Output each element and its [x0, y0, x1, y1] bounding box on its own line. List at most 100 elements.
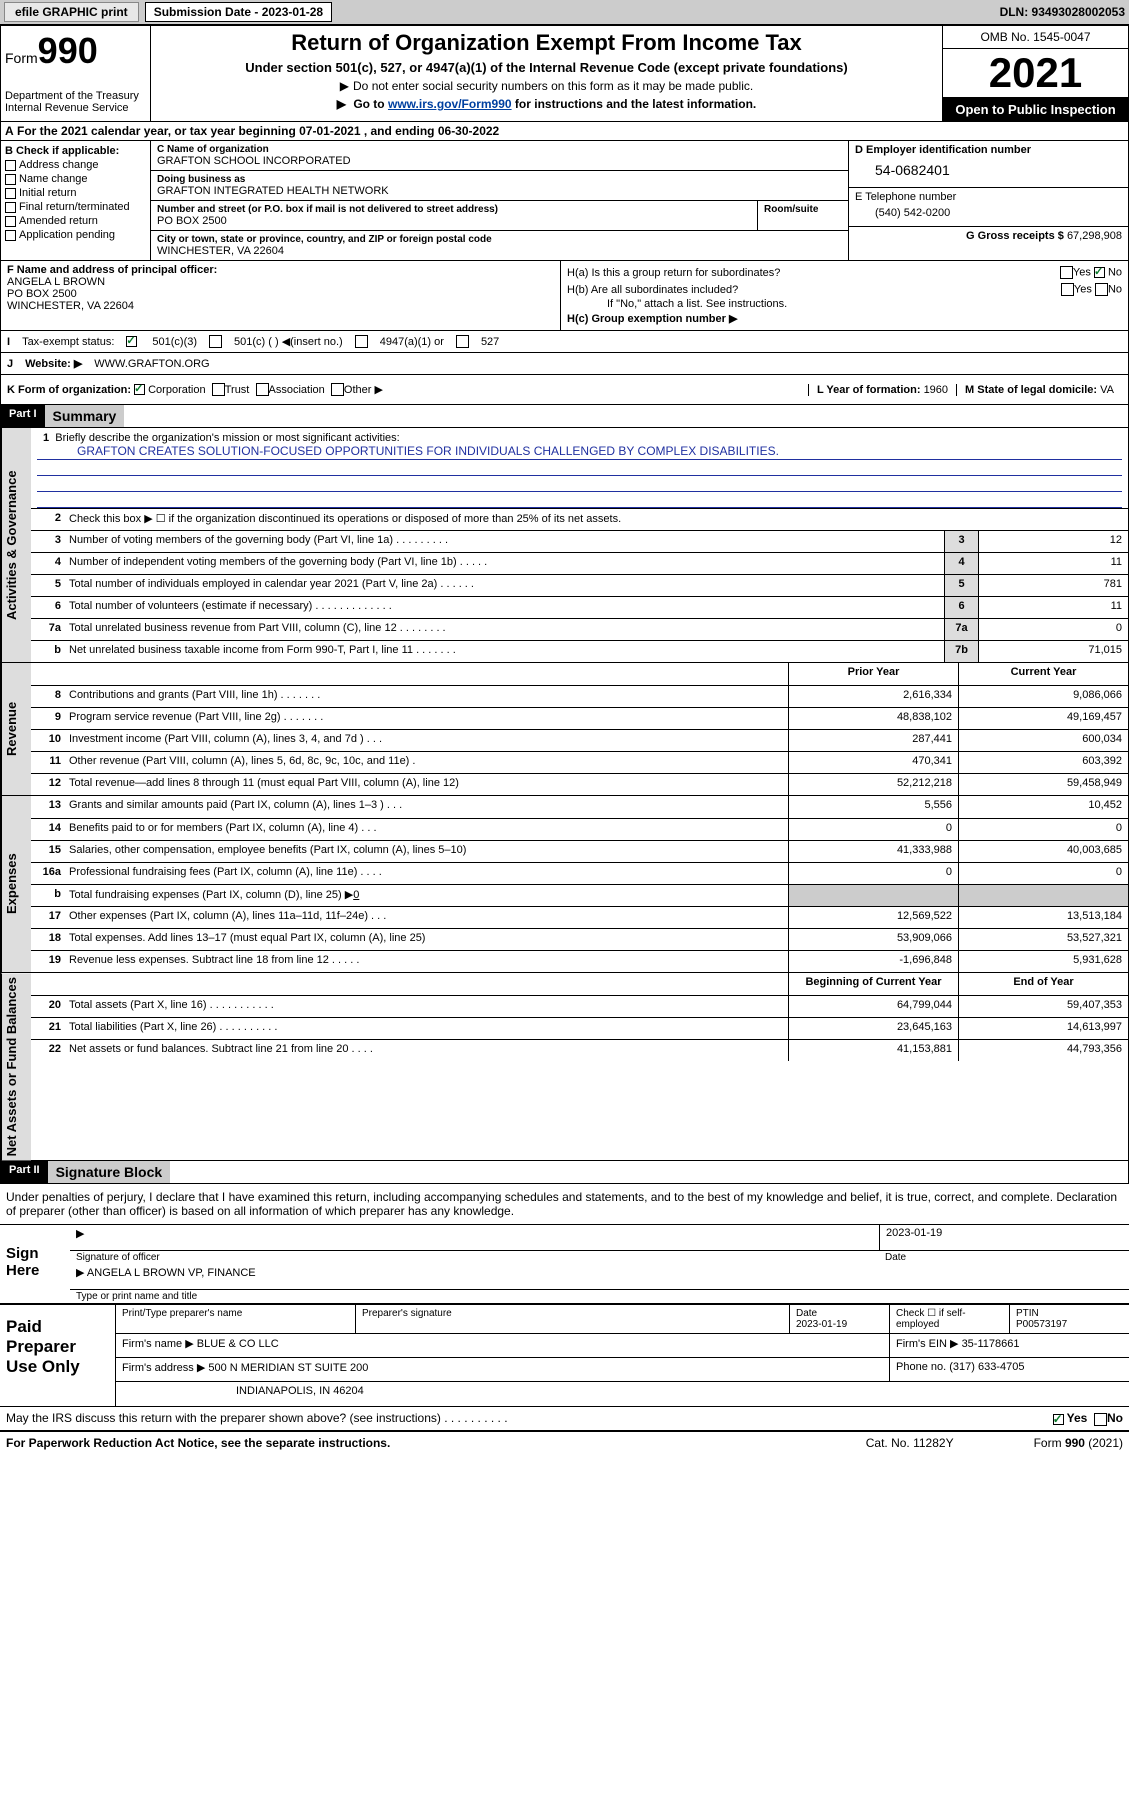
- line12: Total revenue—add lines 8 through 11 (mu…: [65, 774, 788, 795]
- firm-addr: 500 N MERIDIAN ST SUITE 200: [208, 1362, 368, 1374]
- line10: Investment income (Part VIII, column (A)…: [65, 730, 788, 751]
- chk-assoc[interactable]: [256, 383, 269, 396]
- form-subtitle: Under section 501(c), 527, or 4947(a)(1)…: [155, 60, 938, 75]
- chk-4947[interactable]: [355, 335, 368, 348]
- chk-other[interactable]: [331, 383, 344, 396]
- line14: Benefits paid to or for members (Part IX…: [65, 819, 788, 840]
- part1-header: Part I: [1, 405, 45, 427]
- mission-text: GRAFTON CREATES SOLUTION-FOCUSED OPPORTU…: [37, 444, 1122, 460]
- line7b: Net unrelated business taxable income fr…: [65, 641, 944, 662]
- sig-date: 2023-01-19: [879, 1225, 1129, 1250]
- chk-corp[interactable]: [134, 384, 145, 395]
- row-i: ITax-exempt status: 501(c)(3) 501(c) ( )…: [0, 331, 1129, 353]
- part2-title: Signature Block: [48, 1161, 171, 1183]
- firm-addr2: INDIANAPOLIS, IN 46204: [115, 1382, 1129, 1406]
- discuss-yes[interactable]: [1053, 1414, 1064, 1425]
- city-state-zip: WINCHESTER, VA 22604: [157, 245, 842, 257]
- d-label: D Employer identification number: [855, 144, 1122, 156]
- open-public-badge: Open to Public Inspection: [943, 98, 1128, 121]
- b-label: B Check if applicable:: [5, 145, 146, 157]
- website-value: WWW.GRAFTON.ORG: [94, 358, 209, 370]
- addr-label: Number and street (or P.O. box if mail i…: [157, 204, 751, 215]
- prep-h4: Check ☐ if self-employed: [889, 1305, 1009, 1333]
- val7b: 71,015: [978, 641, 1128, 662]
- pra-notice: For Paperwork Reduction Act Notice, see …: [6, 1436, 390, 1450]
- sig-officer-label: Signature of officer: [70, 1251, 879, 1264]
- perjury-declaration: Under penalties of perjury, I declare th…: [0, 1184, 1129, 1224]
- year-formation: 1960: [924, 384, 948, 396]
- discuss-question: May the IRS discuss this return with the…: [6, 1411, 508, 1425]
- line21: Total liabilities (Part X, line 26) . . …: [65, 1018, 788, 1039]
- current-hdr: Current Year: [958, 663, 1128, 685]
- line18: Total expenses. Add lines 13–17 (must eq…: [65, 929, 788, 950]
- gross-receipts: 67,298,908: [1067, 230, 1122, 242]
- link-post: for instructions and the latest informat…: [512, 97, 757, 111]
- chk-name[interactable]: [5, 174, 16, 185]
- link-pre: Go to: [353, 97, 388, 111]
- phone-label: Phone no.: [896, 1361, 946, 1373]
- line3: Number of voting members of the governin…: [65, 531, 944, 552]
- chk-address[interactable]: [5, 160, 16, 171]
- side-expenses: Expenses: [1, 796, 31, 972]
- ein-value: 54-0682401: [855, 156, 1122, 184]
- officer-print-name: ANGELA L BROWN VP, FINANCE: [87, 1267, 256, 1279]
- chk-527[interactable]: [456, 335, 469, 348]
- submission-date: Submission Date - 2023-01-28: [145, 2, 332, 22]
- irs-link[interactable]: www.irs.gov/Form990: [388, 97, 512, 111]
- officer-addr: PO BOX 2500: [7, 288, 554, 300]
- line15: Salaries, other compensation, employee b…: [65, 841, 788, 862]
- activities-governance: Activities & Governance 1 Briefly descri…: [0, 428, 1129, 663]
- row-a-taxyear: A For the 2021 calendar year, or tax yea…: [0, 122, 1129, 141]
- dln: DLN: 93493028002053: [1000, 5, 1125, 19]
- chk-trust[interactable]: [212, 383, 225, 396]
- irs-label: Internal Revenue Service: [5, 102, 146, 114]
- ha-yes[interactable]: [1060, 266, 1073, 279]
- sign-here-block: Sign Here ▶2023-01-19 Signature of offic…: [0, 1224, 1129, 1303]
- row-k: K Form of organization: Corporation Trus…: [0, 375, 1129, 405]
- l-label: L Year of formation:: [817, 384, 921, 396]
- hb-no[interactable]: [1095, 283, 1108, 296]
- line7a: Total unrelated business revenue from Pa…: [65, 619, 944, 640]
- website-label: Website: ▶: [25, 357, 82, 370]
- line5: Total number of individuals employed in …: [65, 575, 944, 596]
- prep-h1: Print/Type preparer's name: [115, 1305, 355, 1333]
- revenue-section: Revenue Prior YearCurrent Year 8Contribu…: [0, 663, 1129, 796]
- hb-yes[interactable]: [1061, 283, 1074, 296]
- firm-name: BLUE & CO LLC: [197, 1338, 279, 1350]
- street-address: PO BOX 2500: [157, 215, 751, 227]
- val5: 781: [978, 575, 1128, 596]
- netassets-section: Net Assets or Fund Balances Beginning of…: [0, 973, 1129, 1161]
- chk-amended[interactable]: [5, 216, 16, 227]
- line16b: Total fundraising expenses (Part IX, col…: [65, 885, 788, 906]
- chk-final[interactable]: [5, 202, 16, 213]
- form-word: Form: [5, 50, 38, 66]
- row-j: JWebsite: ▶ WWW.GRAFTON.ORG: [0, 353, 1129, 375]
- chk-501c3[interactable]: [126, 336, 137, 347]
- ha-no[interactable]: [1094, 267, 1105, 278]
- form-note-ssn: Do not enter social security numbers on …: [155, 79, 938, 93]
- discuss-no[interactable]: [1094, 1413, 1107, 1426]
- efile-button[interactable]: efile GRAPHIC print: [4, 2, 139, 22]
- chk-initial[interactable]: [5, 188, 16, 199]
- irs-discuss-row: May the IRS discuss this return with the…: [0, 1406, 1129, 1429]
- ptin: P00573197: [1016, 1319, 1067, 1330]
- state-domicile: VA: [1100, 384, 1114, 396]
- prep-h3: Date: [796, 1308, 817, 1319]
- omb-number: OMB No. 1545-0047: [943, 26, 1128, 49]
- paid-preparer-label: Paid Preparer Use Only: [0, 1305, 115, 1406]
- c-label: C Name of organization: [157, 144, 842, 155]
- firm-ein-label: Firm's EIN ▶: [896, 1338, 959, 1350]
- line4: Number of independent voting members of …: [65, 553, 944, 574]
- val7a: 0: [978, 619, 1128, 640]
- k-label: K Form of organization:: [7, 384, 131, 396]
- tax-year: 2021: [943, 49, 1128, 98]
- room-label: Room/suite: [764, 204, 842, 215]
- side-netassets: Net Assets or Fund Balances: [1, 973, 31, 1160]
- chk-application[interactable]: [5, 230, 16, 241]
- cat-no: Cat. No. 11282Y: [866, 1436, 954, 1450]
- chk-501c[interactable]: [209, 335, 222, 348]
- val6: 11: [978, 597, 1128, 618]
- line19: Revenue less expenses. Subtract line 18 …: [65, 951, 788, 972]
- firm-phone: (317) 633-4705: [949, 1361, 1024, 1373]
- form-number: 990: [38, 30, 98, 71]
